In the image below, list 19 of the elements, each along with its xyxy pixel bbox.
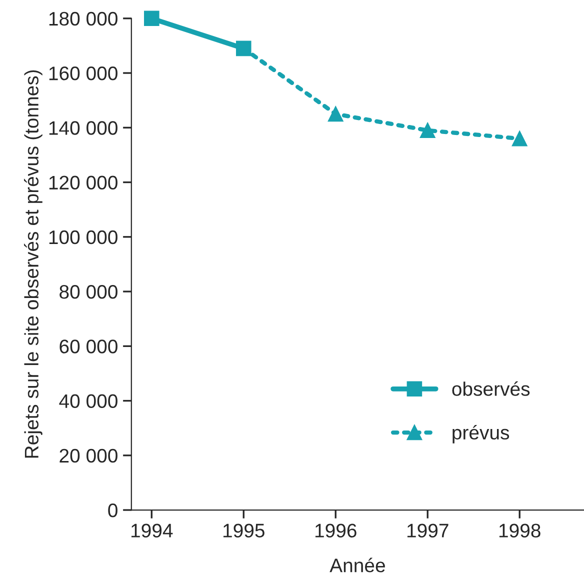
x-tick-label: 1996	[315, 524, 356, 538]
x-tick-label: 1994	[131, 524, 173, 538]
x-tick-label: 1995	[223, 524, 264, 538]
y-tick-label: 100 000	[49, 230, 118, 244]
legend-label: prévus	[452, 425, 510, 444]
y-tick-label: 20 000	[60, 448, 118, 463]
y-tick-label: 60 000	[60, 340, 118, 354]
legend-label: observés	[452, 381, 530, 396]
y-tick-label: 0	[108, 503, 118, 518]
y-tick-label: 140 000	[49, 121, 118, 135]
x-axis-title: Année	[330, 558, 385, 572]
x-tick-label: 1998	[499, 524, 540, 538]
y-tick-label: 160 000	[49, 66, 118, 80]
x-tick-label: 1997	[407, 524, 448, 538]
y-tick-label: 120 000	[49, 176, 118, 190]
y-tick-label: 80 000	[60, 284, 118, 299]
y-axis-title: Rejets sur le site observés et prévus (tonnes)	[24, 70, 42, 458]
y-tick-label: 40 000	[59, 394, 118, 408]
y-tick-label: 180 000	[49, 12, 118, 26]
